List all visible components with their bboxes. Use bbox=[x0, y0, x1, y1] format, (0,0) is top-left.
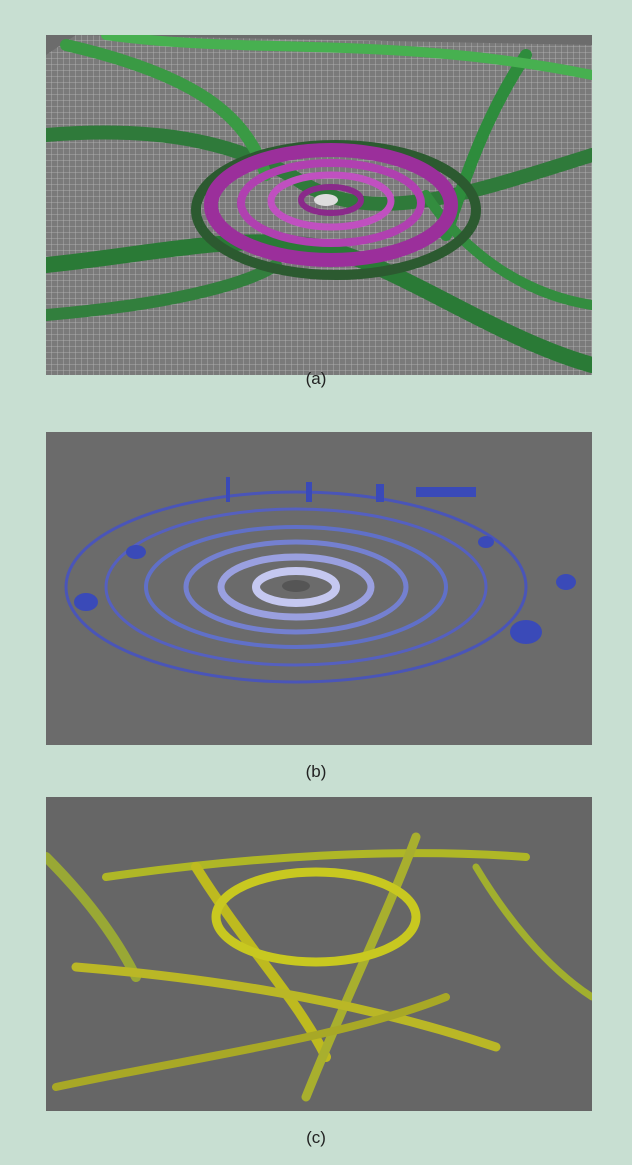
panel-a-image bbox=[46, 35, 592, 375]
panel-b-image bbox=[46, 432, 592, 745]
panel-c-image bbox=[46, 797, 592, 1111]
caption: (b) bbox=[0, 762, 632, 782]
figure-page: (a) (b) (c) (() => { const data = JSON.p… bbox=[0, 0, 632, 1165]
caption: (c) bbox=[0, 1128, 632, 1148]
caption: (a) bbox=[0, 369, 632, 389]
